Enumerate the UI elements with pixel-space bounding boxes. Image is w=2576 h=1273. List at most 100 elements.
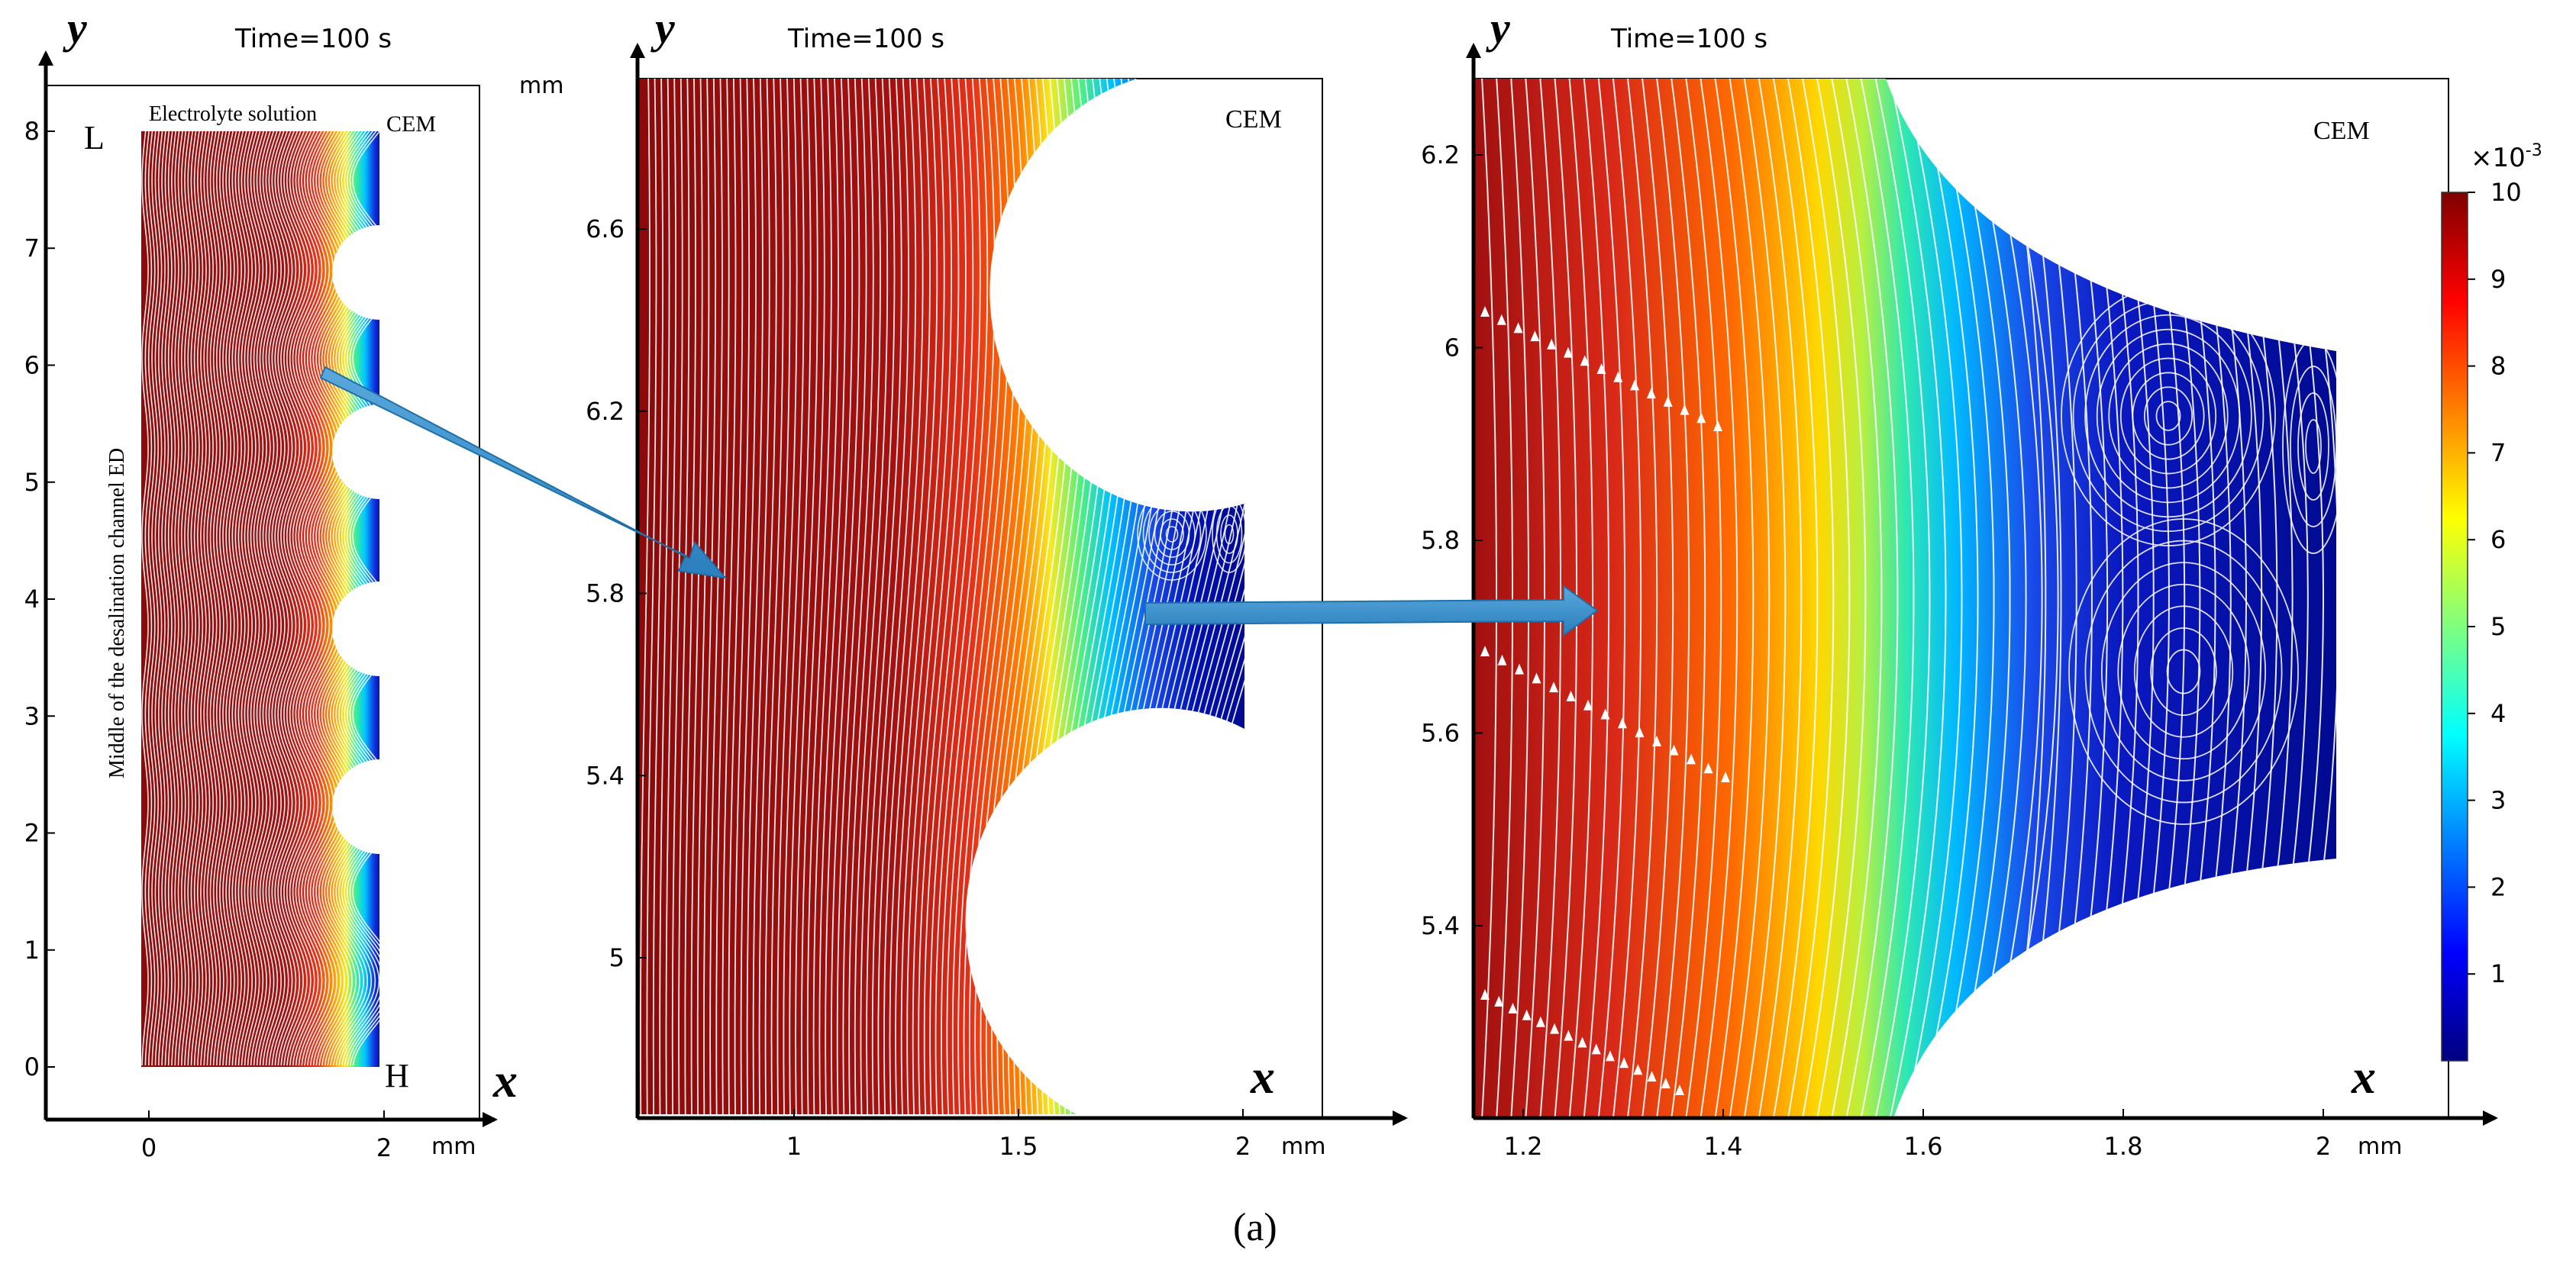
streamline — [286, 131, 312, 1066]
flow-arrowhead — [1550, 1023, 1560, 1034]
panel2-y-letter: y — [650, 3, 675, 53]
panel2-y-tick-label: 5.4 — [586, 761, 625, 790]
streamline — [831, 79, 860, 1114]
flow-arrowhead — [1549, 682, 1558, 693]
flow-arrowhead — [1532, 672, 1541, 684]
panel3-x-tick-label: 1.6 — [1904, 1132, 1943, 1161]
colorbar-tick-label: 1 — [2490, 959, 2506, 988]
streamline — [256, 131, 275, 1066]
streamline — [1641, 79, 1674, 1117]
colorbar: 1 2 3 4 5 6 7 8 9 10 ×10-3 — [2441, 141, 2542, 1062]
panel2-x-letter: x — [1250, 1049, 1275, 1104]
vortex-loop — [2096, 328, 2241, 504]
streamline — [684, 79, 696, 1114]
panel1-label-electrolyte: Electrolyte solution — [149, 102, 317, 126]
panel1-y-tick-label: 8 — [24, 117, 40, 146]
streamline — [652, 79, 663, 1114]
streamline — [1671, 79, 1706, 1117]
streamline — [758, 79, 777, 1114]
streamline — [770, 79, 791, 1114]
streamline — [659, 79, 670, 1114]
streamline — [177, 131, 186, 1066]
panel3-y-tick-label: 6.2 — [1421, 140, 1460, 169]
panel1-streamlines — [141, 131, 379, 1066]
flow-arrowhead — [1721, 772, 1730, 782]
streamline — [161, 131, 169, 1066]
streamline — [190, 131, 200, 1066]
flow-arrowhead — [1480, 306, 1490, 317]
streamline — [244, 131, 260, 1066]
colorbar-gradient — [2441, 192, 2468, 1062]
zoom-arrow-2-shape — [1144, 585, 1599, 636]
panel1-unit: mm — [431, 1133, 476, 1160]
vortex-loop — [2084, 540, 2283, 804]
vortex-loop — [2155, 401, 2181, 431]
streamline — [728, 79, 744, 1114]
streamline — [1977, 79, 2043, 1117]
panel1-x-tick-label: 0 — [141, 1133, 157, 1162]
streamline — [259, 131, 279, 1066]
panel1-time-label: Time=100 s — [234, 24, 392, 54]
panel1-y-tick-label: 0 — [24, 1052, 40, 1081]
streamline — [271, 131, 293, 1066]
streamline — [215, 131, 228, 1066]
streamline — [1700, 79, 1738, 1117]
colorbar-exponent: ×10-3 — [2471, 141, 2542, 173]
vortex-loop — [1220, 514, 1238, 554]
panel1-side-label: Middle of the desalination channel ED — [105, 448, 129, 778]
streamline — [1481, 79, 1497, 1117]
streamline — [935, 79, 989, 1114]
panel3-x-tick-label: 2 — [2316, 1132, 2331, 1161]
flow-arrowhead — [1605, 1050, 1615, 1062]
flow-arrowhead — [1580, 355, 1590, 366]
zoom-arrow-1-shape — [319, 366, 728, 579]
flow-arrowhead — [1566, 690, 1576, 701]
streamline — [715, 79, 730, 1114]
flow-arrowhead — [1675, 1084, 1684, 1095]
colorbar-tick-label: 9 — [2490, 265, 2506, 294]
streamline — [734, 79, 751, 1114]
streamline — [283, 131, 308, 1066]
streamline — [1568, 79, 1594, 1117]
streamline — [1743, 79, 1787, 1117]
streamline — [1874, 79, 1931, 1117]
panel3-label-cem: CEM — [2313, 117, 2370, 145]
panel3-x-tick-label: 1.4 — [1704, 1132, 1743, 1161]
flow-arrowhead — [1661, 1078, 1671, 1089]
streamline — [265, 131, 286, 1066]
colorbar-exponent-base: ×10 — [2471, 143, 2526, 173]
panel3-y-tick-label: 5.6 — [1421, 719, 1460, 748]
streamline — [1962, 79, 2027, 1117]
streamline — [151, 131, 160, 1066]
panel3-x-ticks: 1.2 1.4 1.6 1.8 2 — [1504, 1109, 2331, 1161]
streamline — [640, 79, 650, 1114]
panel2-unit-x: mm — [1281, 1133, 1325, 1160]
streamline — [1685, 79, 1722, 1117]
streamline — [746, 79, 763, 1114]
streamline — [1758, 79, 1803, 1117]
vortex-loop — [2068, 518, 2299, 825]
colorbar-tick-label: 2 — [2490, 872, 2506, 901]
streamline — [193, 131, 204, 1066]
streamline — [1539, 79, 1562, 1117]
vortex-loop — [2108, 343, 2229, 489]
streamline — [1932, 79, 1995, 1117]
streamline — [848, 79, 881, 1114]
streamline — [795, 79, 818, 1114]
panel3-y-tick-label: 5.4 — [1421, 911, 1460, 940]
panel1-y-letter: y — [63, 3, 87, 53]
streamline — [1496, 79, 1513, 1117]
panel1-x-tick-label: 2 — [376, 1133, 392, 1162]
flow-arrowhead — [1713, 421, 1722, 431]
streamline — [167, 131, 176, 1066]
streamline — [292, 131, 319, 1066]
flow-arrowhead — [1635, 727, 1645, 738]
panel2-y-tick-label: 6.6 — [586, 214, 625, 243]
flow-arrowhead — [1496, 314, 1506, 325]
panel2-x-tick-label: 2 — [1235, 1132, 1251, 1161]
flow-arrowhead — [1647, 1071, 1657, 1082]
panel2-y-ticks: 5 5.4 5.8 6.2 6.6 — [586, 214, 647, 972]
panel3-concentration-field — [1474, 79, 2336, 1118]
